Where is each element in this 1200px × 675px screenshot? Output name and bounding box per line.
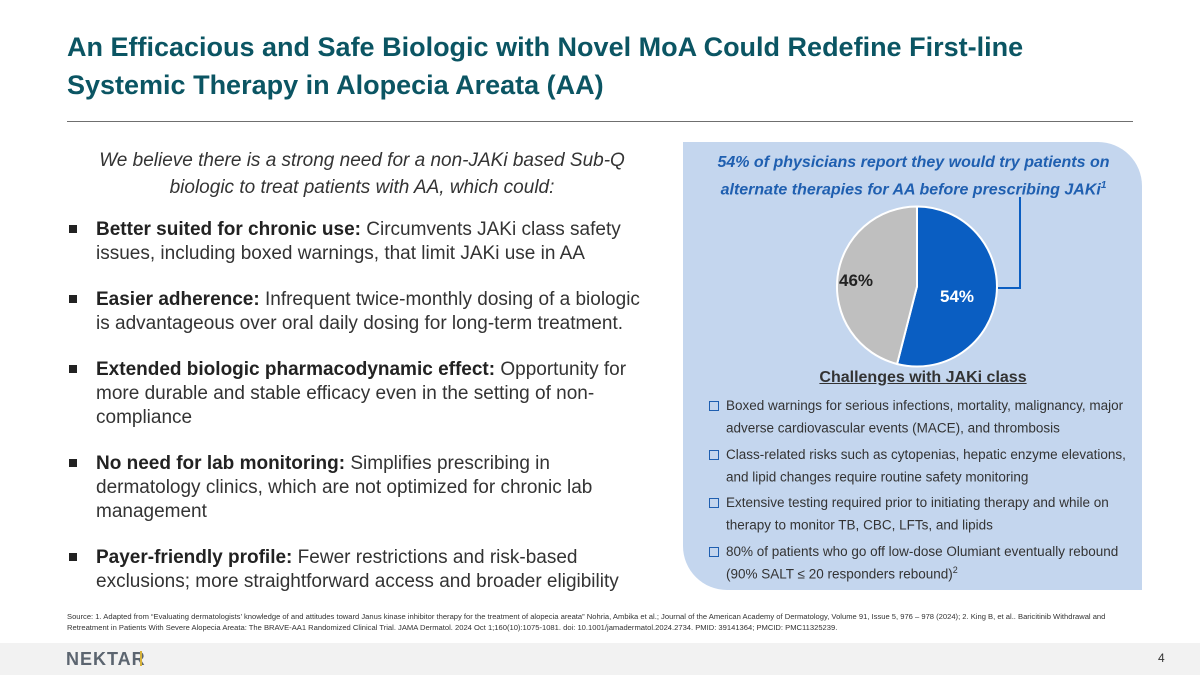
square-bullet-icon xyxy=(69,459,77,467)
physician-pie-chart xyxy=(836,205,998,368)
logo-divider xyxy=(140,651,142,666)
footnote-ref: 2 xyxy=(952,564,958,575)
bullet-head: No need for lab monitoring: xyxy=(96,453,346,474)
panel-heading: 54% of physicians report they would try … xyxy=(701,151,1126,201)
bullet-text: Simplifies prescribing in dermatology cl… xyxy=(96,453,593,522)
checkbox-bullet-icon xyxy=(709,401,719,411)
bullet-item: No need for lab monitoring: Simplifies p… xyxy=(67,452,657,524)
bullet-text: Opportunity for more durable and stable … xyxy=(96,359,627,428)
pie-slice-46 xyxy=(836,205,918,366)
nektar-logo: NEKTAR xyxy=(66,649,146,669)
slide-title: An Efficacious and Safe Biologic with No… xyxy=(67,32,1024,100)
bullet-item: Better suited for chronic use: Circumven… xyxy=(67,218,657,266)
bullet-text: Infrequent twice-monthly dosing of a bio… xyxy=(96,289,640,334)
bullet-item: Easier adherence: Infrequent twice-month… xyxy=(67,288,657,336)
challenge-item: Extensive testing required prior to init… xyxy=(709,494,1129,535)
checkbox-bullet-icon xyxy=(709,546,719,557)
panel-heading-text: 54% of physicians report they would try … xyxy=(717,154,1110,199)
intro-statement: We believe there is a strong need for a … xyxy=(99,150,625,198)
challenge-text: Extensive testing required prior to init… xyxy=(726,495,1109,533)
bullet-head: Extended biologic pharmacodynamic effect… xyxy=(96,359,496,380)
title-divider xyxy=(67,121,1133,122)
bullet-head: Easier adherence: xyxy=(96,289,260,310)
bullet-text: Circumvents JAKi class safety issues, in… xyxy=(96,219,621,264)
challenges-title: Challenges with JAKi class xyxy=(819,369,1027,386)
square-bullet-icon xyxy=(69,553,77,561)
checkbox-bullet-icon xyxy=(709,498,719,508)
challenge-item: Boxed warnings for serious infections, m… xyxy=(709,397,1129,438)
bullet-item: Extended biologic pharmacodynamic effect… xyxy=(67,358,657,430)
bullet-text: Fewer restrictions and risk-based exclus… xyxy=(96,547,619,592)
challenge-text: Class-related risks such as cytopenias, … xyxy=(726,446,1126,485)
square-bullet-icon xyxy=(69,365,77,373)
bullet-item: Payer-friendly profile: Fewer restrictio… xyxy=(67,546,657,594)
checkbox-bullet-icon xyxy=(709,449,719,460)
challenge-text: 80% of patients who go off low-dose Olum… xyxy=(726,543,1119,582)
page-number: 4 xyxy=(1158,651,1165,665)
square-bullet-icon xyxy=(69,295,77,303)
pie-slice-54 xyxy=(895,205,998,368)
bullet-head: Payer-friendly profile: xyxy=(96,547,293,568)
challenges-list: Boxed warnings for serious infections, m… xyxy=(709,397,1129,591)
challenge-text: Boxed warnings for serious infections, m… xyxy=(726,398,1124,436)
source-footnote: Source: 1. Adapted from “Evaluating derm… xyxy=(67,612,1106,632)
left-column: We believe there is a strong need for a … xyxy=(67,147,657,616)
challenge-item: Class-related risks such as cytopenias, … xyxy=(709,446,1129,487)
bullet-head: Better suited for chronic use: xyxy=(96,219,361,240)
pie-label-54: 54% xyxy=(940,287,975,306)
pie-label-46: 46% xyxy=(839,271,874,290)
square-bullet-icon xyxy=(69,225,77,233)
footnote-ref: 1 xyxy=(1100,180,1107,191)
challenge-item: 80% of patients who go off low-dose Olum… xyxy=(709,543,1129,584)
footer-bar xyxy=(0,643,1200,675)
